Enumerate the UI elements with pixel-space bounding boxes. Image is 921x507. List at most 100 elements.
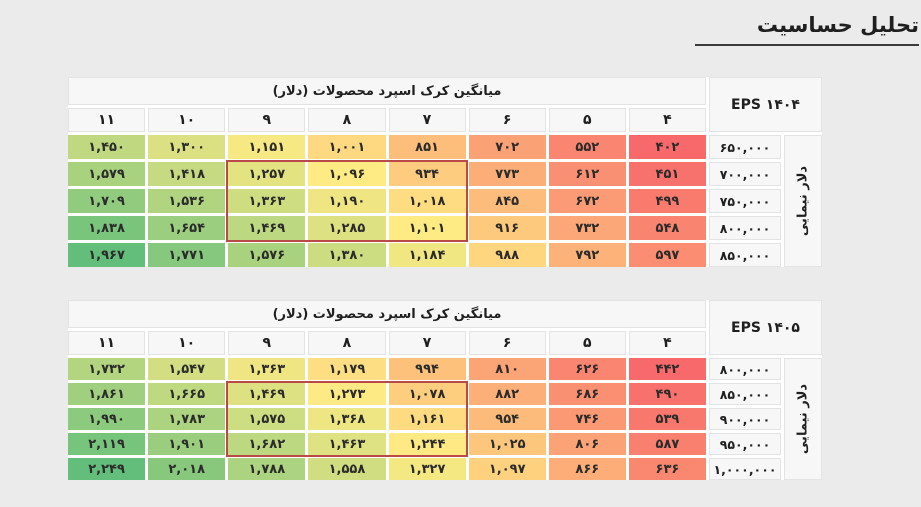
heatmap-cell: ۵۸۷ [628, 433, 706, 455]
heatmap-cell: ۱,۳۶۸ [308, 408, 386, 430]
row-header: ۹۰۰,۰۰۰ [709, 408, 781, 430]
heatmap-cell: ۱,۲۷۳ [308, 383, 386, 405]
row-group-label: دلار نیمایی [795, 165, 811, 237]
heatmap-cell: ۸۴۵ [468, 189, 546, 213]
heatmap-cell: ۷۰۲ [468, 135, 546, 159]
heatmap-cell: ۱,۰۱۸ [388, 189, 466, 213]
column-header: ۱۰ [148, 331, 226, 355]
heatmap-cell: ۱,۹۹۰ [68, 408, 146, 430]
heatmap-cell: ۱,۷۷۱ [148, 243, 226, 267]
column-header: ۷ [388, 108, 466, 132]
heatmap-cell: ۹۱۶ [468, 216, 546, 240]
heatmap-grid: EPS ۱۴۰۵ میانگین کرک اسپرد محصولات (دلار… [68, 300, 822, 480]
heatmap-cell: ۱,۵۷۵ [228, 408, 306, 430]
heatmap-cell: ۶۲۶ [548, 358, 626, 380]
sensitivity-tables: EPS ۱۴۰۴ میانگین کرک اسپرد محصولات (دلار… [68, 77, 822, 480]
heatmap-cell: ۸۵۱ [388, 135, 466, 159]
row-group-label-cell: دلار نیمایی [784, 358, 822, 480]
heatmap-cell: ۹۹۴ [388, 358, 466, 380]
row-header: ۶۵۰,۰۰۰ [709, 135, 781, 159]
row-header: ۱,۰۰۰,۰۰۰ [709, 458, 781, 480]
heatmap-cell: ۱,۱۹۰ [308, 189, 386, 213]
heatmap-cell: ۶۳۶ [628, 458, 706, 480]
row-header: ۸۵۰,۰۰۰ [709, 383, 781, 405]
heatmap-cell: ۱,۳۰۰ [148, 135, 226, 159]
heatmap-cell: ۱,۸۳۸ [68, 216, 146, 240]
row-header: ۸۵۰,۰۰۰ [709, 243, 781, 267]
heatmap-cell: ۶۷۲ [548, 189, 626, 213]
heatmap-cell: ۱,۳۶۳ [228, 358, 306, 380]
heatmap-cell: ۱,۰۹۶ [308, 162, 386, 186]
heatmap-cell: ۱,۳۸۰ [308, 243, 386, 267]
row-group-label-cell: دلار نیمایی [784, 135, 822, 267]
heatmap-cell: ۱,۱۶۱ [388, 408, 466, 430]
heatmap-cell: ۱,۵۴۷ [148, 358, 226, 380]
column-group-header: میانگین کرک اسپرد محصولات (دلار) [68, 77, 706, 105]
heatmap-cell: ۸۱۰ [468, 358, 546, 380]
column-header: ۶ [468, 331, 546, 355]
heatmap-cell: ۱,۰۰۱ [308, 135, 386, 159]
heatmap-cell: ۵۹۷ [628, 243, 706, 267]
heatmap-cell: ۵۵۲ [548, 135, 626, 159]
row-header: ۹۵۰,۰۰۰ [709, 433, 781, 455]
row-header: ۷۵۰,۰۰۰ [709, 189, 781, 213]
column-header: ۷ [388, 331, 466, 355]
heatmap-cell: ۱,۷۰۹ [68, 189, 146, 213]
heatmap-cell: ۱,۲۵۷ [228, 162, 306, 186]
eps-header: EPS ۱۴۰۵ [709, 300, 822, 355]
heatmap-cell: ۱,۵۵۸ [308, 458, 386, 480]
column-group-header: میانگین کرک اسپرد محصولات (دلار) [68, 300, 706, 328]
heatmap-cell: ۱,۴۶۳ [308, 433, 386, 455]
heatmap-cell: ۱,۱۵۱ [228, 135, 306, 159]
heatmap-cell: ۱,۱۰۱ [388, 216, 466, 240]
heatmap-cell: ۴۰۲ [628, 135, 706, 159]
heatmap-cell: ۱,۵۳۶ [148, 189, 226, 213]
page-title: تحلیل حساسیت [694, 13, 919, 46]
heatmap-cell: ۱,۳۶۳ [228, 189, 306, 213]
heatmap-cell: ۲,۰۱۸ [148, 458, 226, 480]
heatmap-cell: ۸۶۶ [548, 458, 626, 480]
row-header: ۷۰۰,۰۰۰ [709, 162, 781, 186]
heatmap-cell: ۱,۴۶۹ [228, 383, 306, 405]
column-header: ۴ [628, 108, 706, 132]
heatmap-cell: ۱,۴۱۸ [148, 162, 226, 186]
heatmap-cell: ۱,۲۴۴ [388, 433, 466, 455]
heatmap-cell: ۹۸۸ [468, 243, 546, 267]
heatmap-cell: ۹۳۴ [388, 162, 466, 186]
heatmap-grid: EPS ۱۴۰۴ میانگین کرک اسپرد محصولات (دلار… [68, 77, 822, 267]
heatmap-cell: ۱,۰۷۸ [388, 383, 466, 405]
column-header: ۸ [308, 108, 386, 132]
heatmap-cell: ۱,۰۲۵ [468, 433, 546, 455]
column-header: ۶ [468, 108, 546, 132]
heatmap-cell: ۸۸۲ [468, 383, 546, 405]
heatmap-cell: ۱,۷۸۳ [148, 408, 226, 430]
heatmap-cell: ۱,۶۸۲ [228, 433, 306, 455]
sensitivity-table: EPS ۱۴۰۵ میانگین کرک اسپرد محصولات (دلار… [68, 300, 822, 480]
heatmap-cell: ۱,۷۳۲ [68, 358, 146, 380]
eps-header: EPS ۱۴۰۴ [709, 77, 822, 132]
column-header: ۱۱ [68, 108, 146, 132]
column-header: ۱۰ [148, 108, 226, 132]
heatmap-cell: ۴۵۱ [628, 162, 706, 186]
heatmap-cell: ۲,۲۴۹ [68, 458, 146, 480]
heatmap-cell: ۱,۱۷۹ [308, 358, 386, 380]
heatmap-cell: ۸۰۶ [548, 433, 626, 455]
heatmap-cell: ۱,۷۸۸ [228, 458, 306, 480]
heatmap-cell: ۱,۹۶۷ [68, 243, 146, 267]
heatmap-cell: ۲,۱۱۹ [68, 433, 146, 455]
heatmap-cell: ۹۵۴ [468, 408, 546, 430]
heatmap-cell: ۴۴۲ [628, 358, 706, 380]
heatmap-cell: ۱,۵۷۹ [68, 162, 146, 186]
column-header: ۴ [628, 331, 706, 355]
heatmap-cell: ۶۸۶ [548, 383, 626, 405]
heatmap-cell: ۱,۴۵۰ [68, 135, 146, 159]
heatmap-cell: ۴۹۹ [628, 189, 706, 213]
heatmap-cell: ۱,۴۶۹ [228, 216, 306, 240]
heatmap-cell: ۱,۰۹۷ [468, 458, 546, 480]
row-header: ۸۰۰,۰۰۰ [709, 216, 781, 240]
sensitivity-table: EPS ۱۴۰۴ میانگین کرک اسپرد محصولات (دلار… [68, 77, 822, 267]
heatmap-cell: ۵۴۸ [628, 216, 706, 240]
row-header: ۸۰۰,۰۰۰ [709, 358, 781, 380]
row-group-label: دلار نیمایی [795, 383, 811, 455]
heatmap-cell: ۱,۳۲۷ [388, 458, 466, 480]
